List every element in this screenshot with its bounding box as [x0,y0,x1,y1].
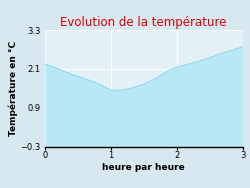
X-axis label: heure par heure: heure par heure [102,163,185,172]
Title: Evolution de la température: Evolution de la température [60,16,227,29]
Y-axis label: Température en °C: Température en °C [8,41,18,136]
